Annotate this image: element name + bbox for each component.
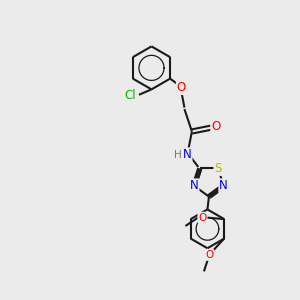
Text: O: O: [177, 81, 186, 94]
Text: S: S: [214, 162, 222, 175]
Text: O: O: [205, 250, 213, 260]
Text: H: H: [174, 150, 182, 160]
Text: N: N: [190, 179, 199, 192]
Text: N: N: [183, 148, 191, 161]
Text: O: O: [211, 120, 220, 133]
Text: O: O: [198, 213, 207, 223]
Text: Cl: Cl: [125, 89, 136, 103]
Text: N: N: [219, 179, 228, 192]
